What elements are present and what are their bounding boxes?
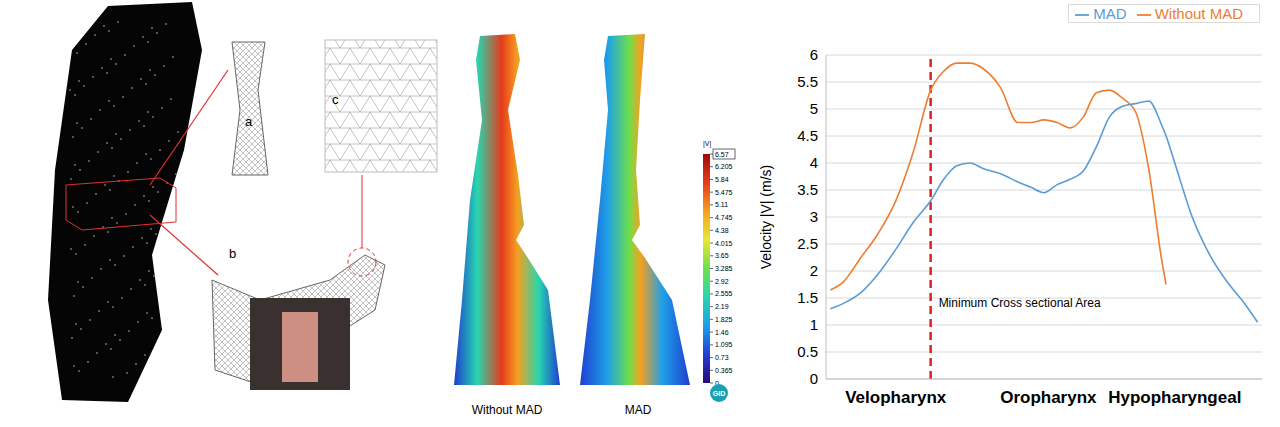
svg-text:a: a — [245, 114, 253, 129]
svg-text:5: 5 — [810, 100, 818, 117]
svg-text:Without MAD: Without MAD — [472, 403, 543, 417]
svg-text:4.5: 4.5 — [797, 127, 818, 144]
svg-text:0: 0 — [810, 370, 818, 387]
svg-text:6: 6 — [810, 46, 818, 63]
svg-text:2.5: 2.5 — [797, 235, 818, 252]
svg-text:4.745: 4.745 — [715, 214, 733, 221]
svg-text:3.65: 3.65 — [715, 252, 729, 259]
svg-text:0.73: 0.73 — [715, 354, 729, 361]
svg-text:3: 3 — [810, 208, 818, 225]
svg-text:1: 1 — [810, 316, 818, 333]
svg-text:Oropharynx: Oropharynx — [1000, 388, 1097, 407]
html-text:Without MAD: Without MAD — [1154, 5, 1243, 22]
svg-text:6.205: 6.205 — [715, 163, 733, 170]
svg-text:5.5: 5.5 — [797, 73, 818, 90]
svg-text:0.365: 0.365 — [715, 367, 733, 374]
svg-text:5.475: 5.475 — [715, 189, 733, 196]
svg-text:1.095: 1.095 — [715, 341, 733, 348]
svg-text:0: 0 — [715, 379, 719, 387]
svg-text:Minimum Cross sectional Area: Minimum Cross sectional Area — [939, 296, 1101, 310]
svg-text:1.5: 1.5 — [797, 289, 818, 306]
svg-text:Velocity |V| (m/s): Velocity |V| (m/s) — [760, 165, 774, 270]
svg-text:4: 4 — [810, 154, 818, 171]
svg-text:5.84: 5.84 — [715, 176, 729, 183]
svg-text:1.46: 1.46 — [715, 329, 729, 336]
svg-text:c: c — [332, 92, 339, 107]
svg-text:|V|: |V| — [703, 140, 711, 148]
svg-text:5.11: 5.11 — [715, 201, 728, 208]
svg-text:4.015: 4.015 — [715, 240, 733, 247]
html-text:MAD: MAD — [1093, 5, 1127, 22]
svg-text:2: 2 — [810, 262, 818, 279]
svg-text:MAD: MAD — [625, 403, 652, 417]
svg-text:3.285: 3.285 — [715, 265, 733, 272]
svg-text:3.5: 3.5 — [797, 181, 818, 198]
svg-text:2.555: 2.555 — [715, 290, 733, 297]
svg-text:2.19: 2.19 — [715, 303, 729, 310]
svg-text:Velopharynx: Velopharynx — [845, 388, 947, 407]
svg-text:Hypopharyngeal: Hypopharyngeal — [1108, 388, 1241, 407]
svg-text:4.38: 4.38 — [715, 227, 729, 234]
svg-text:GiD: GiD — [713, 390, 725, 397]
svg-text:0.5: 0.5 — [797, 343, 818, 360]
svg-text:2.92: 2.92 — [715, 278, 729, 285]
svg-text:1.825: 1.825 — [715, 316, 733, 323]
svg-text:b: b — [229, 246, 236, 261]
svg-text:6.57: 6.57 — [715, 151, 729, 158]
